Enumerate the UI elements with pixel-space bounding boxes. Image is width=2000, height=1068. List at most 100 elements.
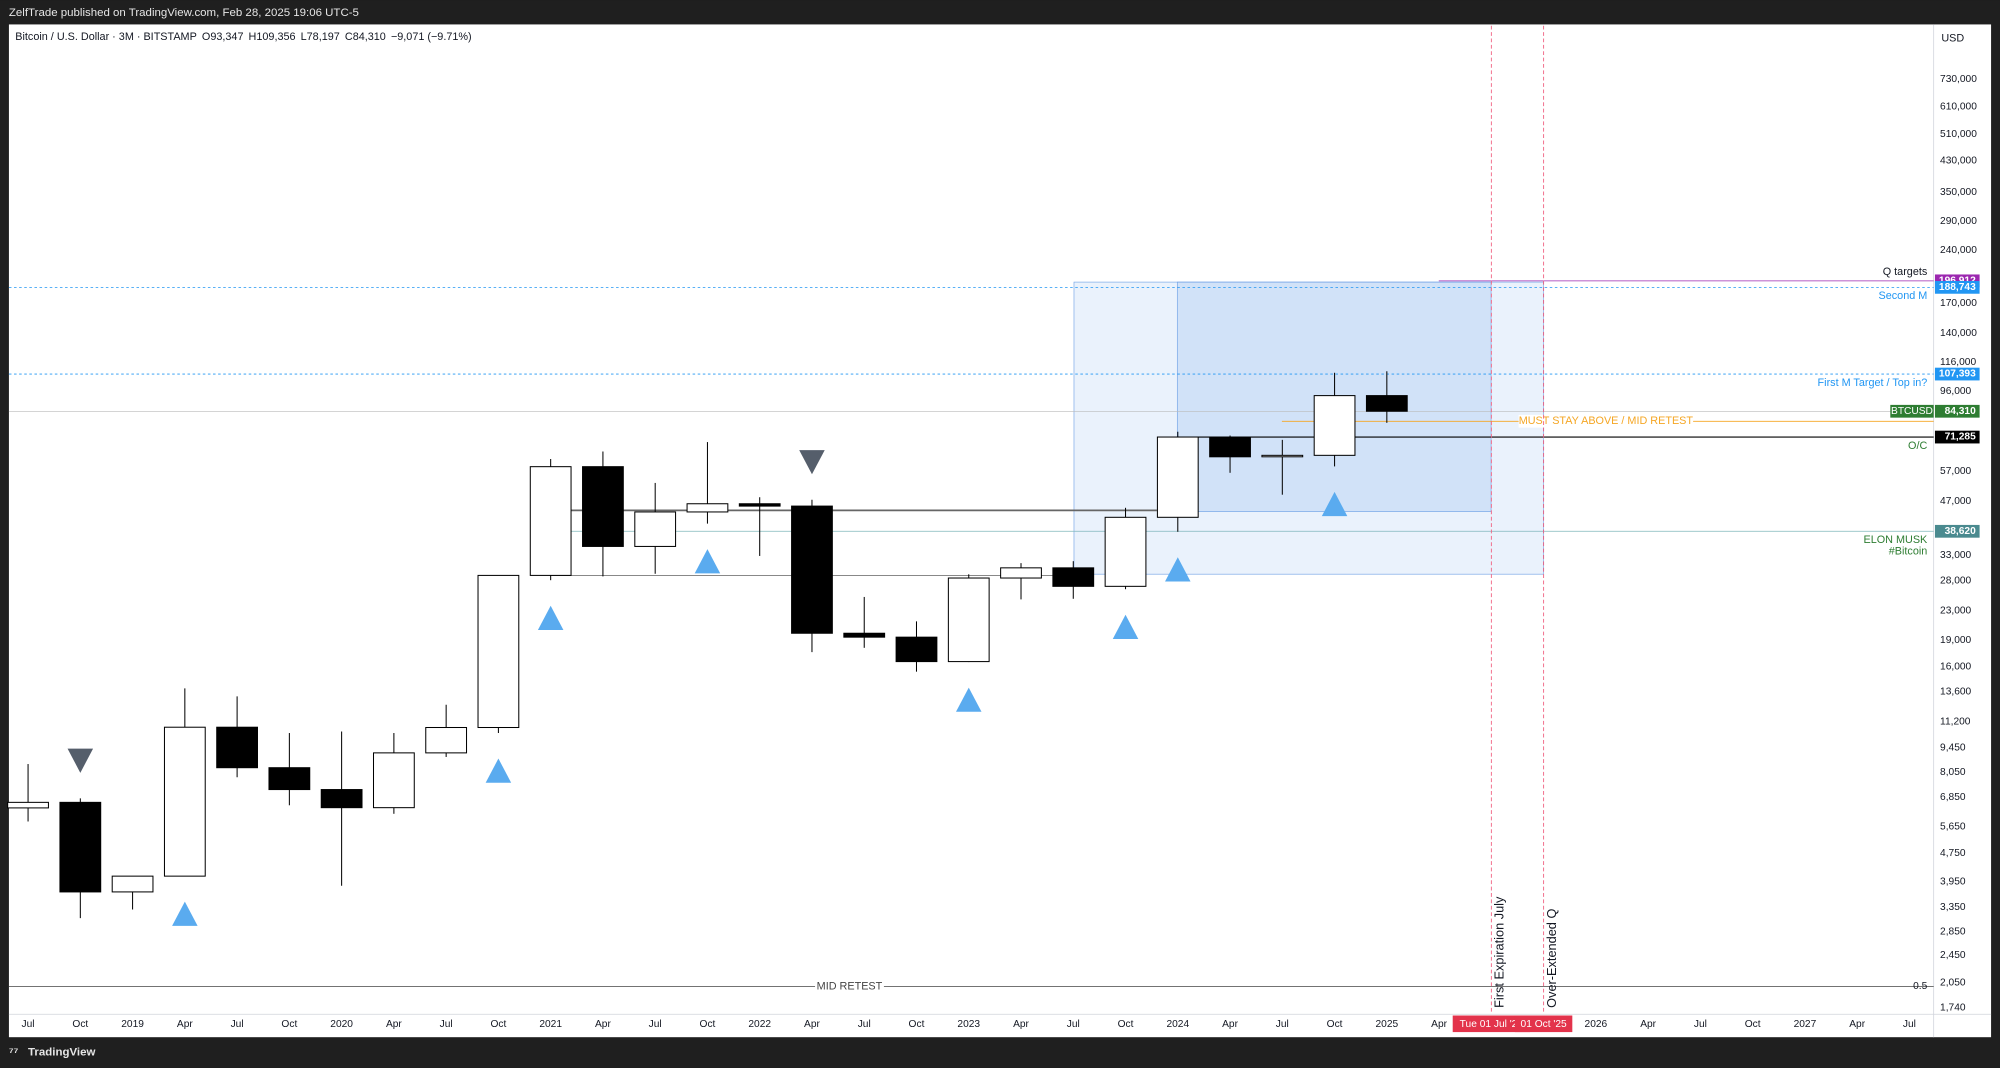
x-tick-label: 2020 [330, 1019, 353, 1030]
x-tick-label: Oct [281, 1019, 297, 1030]
y-tick-label: 19,000 [1940, 635, 1971, 646]
price-tag-label: 71,285 [1945, 432, 1976, 443]
y-tick-label: 730,000 [1940, 74, 1977, 85]
level-text-bg [1518, 414, 1694, 428]
marker-text: First Expiration July [1492, 896, 1507, 1008]
currency: USD [1941, 32, 1964, 44]
y-tick-label: 8,050 [1940, 767, 1966, 778]
candle-body [477, 574, 520, 729]
price-tag [1934, 524, 1980, 538]
signal-up [537, 605, 564, 630]
symbol: Bitcoin / U.S. Dollar · 3M · BITSTAMP [15, 31, 197, 43]
logo: ⁷⁷ [9, 1047, 19, 1059]
level-text: ELON MUSK [1864, 534, 1929, 546]
x-tick-label: Apr [1849, 1019, 1865, 1030]
price-tag-label: 107,393 [1939, 369, 1976, 380]
candle-body [1156, 436, 1199, 518]
y-tick-label: 140,000 [1940, 328, 1977, 339]
y-tick-label: 116,000 [1940, 357, 1976, 368]
x-tick-label: Oct [1118, 1019, 1134, 1030]
x-tick-label: 2025 [1375, 1019, 1398, 1030]
price-tag-label: 188,743 [1939, 282, 1976, 293]
candle-body [947, 577, 990, 663]
x-tick-label: 2027 [1794, 1019, 1817, 1030]
candle-body [529, 466, 572, 576]
candle-body [634, 511, 677, 547]
x-tick-label: Jul [231, 1019, 244, 1030]
candle-body [1261, 454, 1304, 458]
level-note: #Bitcoin [1889, 546, 1928, 558]
candle-body [1000, 567, 1042, 579]
level-text-bg [815, 980, 884, 993]
y-tick-label: 16,000 [1940, 661, 1971, 672]
x-tick-label: Apr [386, 1019, 402, 1030]
candle-body [1313, 395, 1356, 456]
level-text: Second M [1879, 290, 1928, 302]
x-tick-label: Oct [700, 1019, 716, 1030]
y-tick-label: 3,350 [1940, 902, 1966, 913]
x-tick-label: Jul [858, 1019, 871, 1030]
y-tick-label: 28,000 [1940, 575, 1971, 586]
y-tick-label: 96,000 [1940, 386, 1971, 397]
y-tick-label: 240,000 [1940, 245, 1977, 256]
signal-up [955, 687, 982, 712]
candle-body [372, 752, 415, 809]
price-tag [1934, 367, 1980, 381]
x-tick-label: Jul [22, 1019, 35, 1030]
candle-body [895, 636, 938, 663]
x-tick-label: Oct [1327, 1019, 1343, 1030]
y-tick-label: 47,000 [1940, 496, 1971, 507]
change: −9,071 (−9.71%) [391, 31, 472, 43]
x-tick-label: Oct [909, 1019, 925, 1030]
x-tick-label: 2022 [748, 1019, 771, 1030]
ohlc: H109,356 [249, 31, 296, 43]
candle-body [1365, 395, 1408, 412]
signal-up [1112, 614, 1139, 639]
x-tick-label: 2023 [957, 1019, 980, 1030]
y-tick-label: 13,600 [1940, 686, 1971, 697]
y-tick-label: 3,950 [1940, 877, 1966, 888]
y-tick-label: 170,000 [1940, 298, 1977, 309]
y-tick-label: 2,050 [1940, 977, 1966, 988]
y-tick-label: 610,000 [1940, 102, 1977, 113]
level-note: 0.5 [1913, 981, 1927, 992]
ohlc: O93,347 [202, 31, 244, 43]
y-tick-label: 510,000 [1940, 129, 1977, 140]
price-tag [1934, 430, 1980, 444]
chart-area [8, 24, 1992, 1038]
level-text: MUST STAY ABOVE / MID RETEST [1519, 415, 1694, 427]
y-tick-label: 23,000 [1940, 606, 1971, 617]
candle-body [791, 505, 833, 634]
x-tick-label: Apr [1222, 1019, 1238, 1030]
y-tick-label: 6,850 [1940, 792, 1966, 803]
signal-up [1321, 491, 1348, 517]
candle-body [738, 503, 781, 507]
x-tick-label: Jul [440, 1019, 453, 1030]
candle-body [1104, 516, 1147, 587]
x-tick-label: Jul [1067, 1019, 1080, 1030]
x-tick-label: 2024 [1166, 1019, 1189, 1030]
price-tag [1934, 280, 1980, 294]
candle-body [111, 875, 154, 893]
y-tick-label: 11,200 [1940, 716, 1971, 727]
candle-body [320, 789, 363, 809]
signal-down [799, 450, 825, 475]
range-box [1073, 281, 1544, 575]
x-tick-label: Apr [595, 1019, 611, 1030]
level-text: MID RETEST [817, 980, 883, 992]
ohlc: C84,310 [345, 31, 386, 43]
candle-body [686, 503, 729, 513]
y-tick-label: 33,000 [1940, 550, 1971, 561]
candle-body [843, 632, 886, 638]
price-tag-label: 84,310 [1945, 406, 1976, 417]
symbol-legend: Bitcoin / U.S. Dollar · 3M · BITSTAMP O93… [15, 31, 471, 43]
candle-body [425, 726, 468, 754]
header: ZelfTrade published on TradingView.com, … [9, 7, 359, 19]
candle-body [7, 801, 49, 809]
marker-text: Over-Extended Q [1544, 909, 1559, 1008]
y-tick-label: 4,750 [1940, 848, 1966, 859]
level-text: O/C [1908, 440, 1927, 452]
candle-body [163, 726, 206, 877]
